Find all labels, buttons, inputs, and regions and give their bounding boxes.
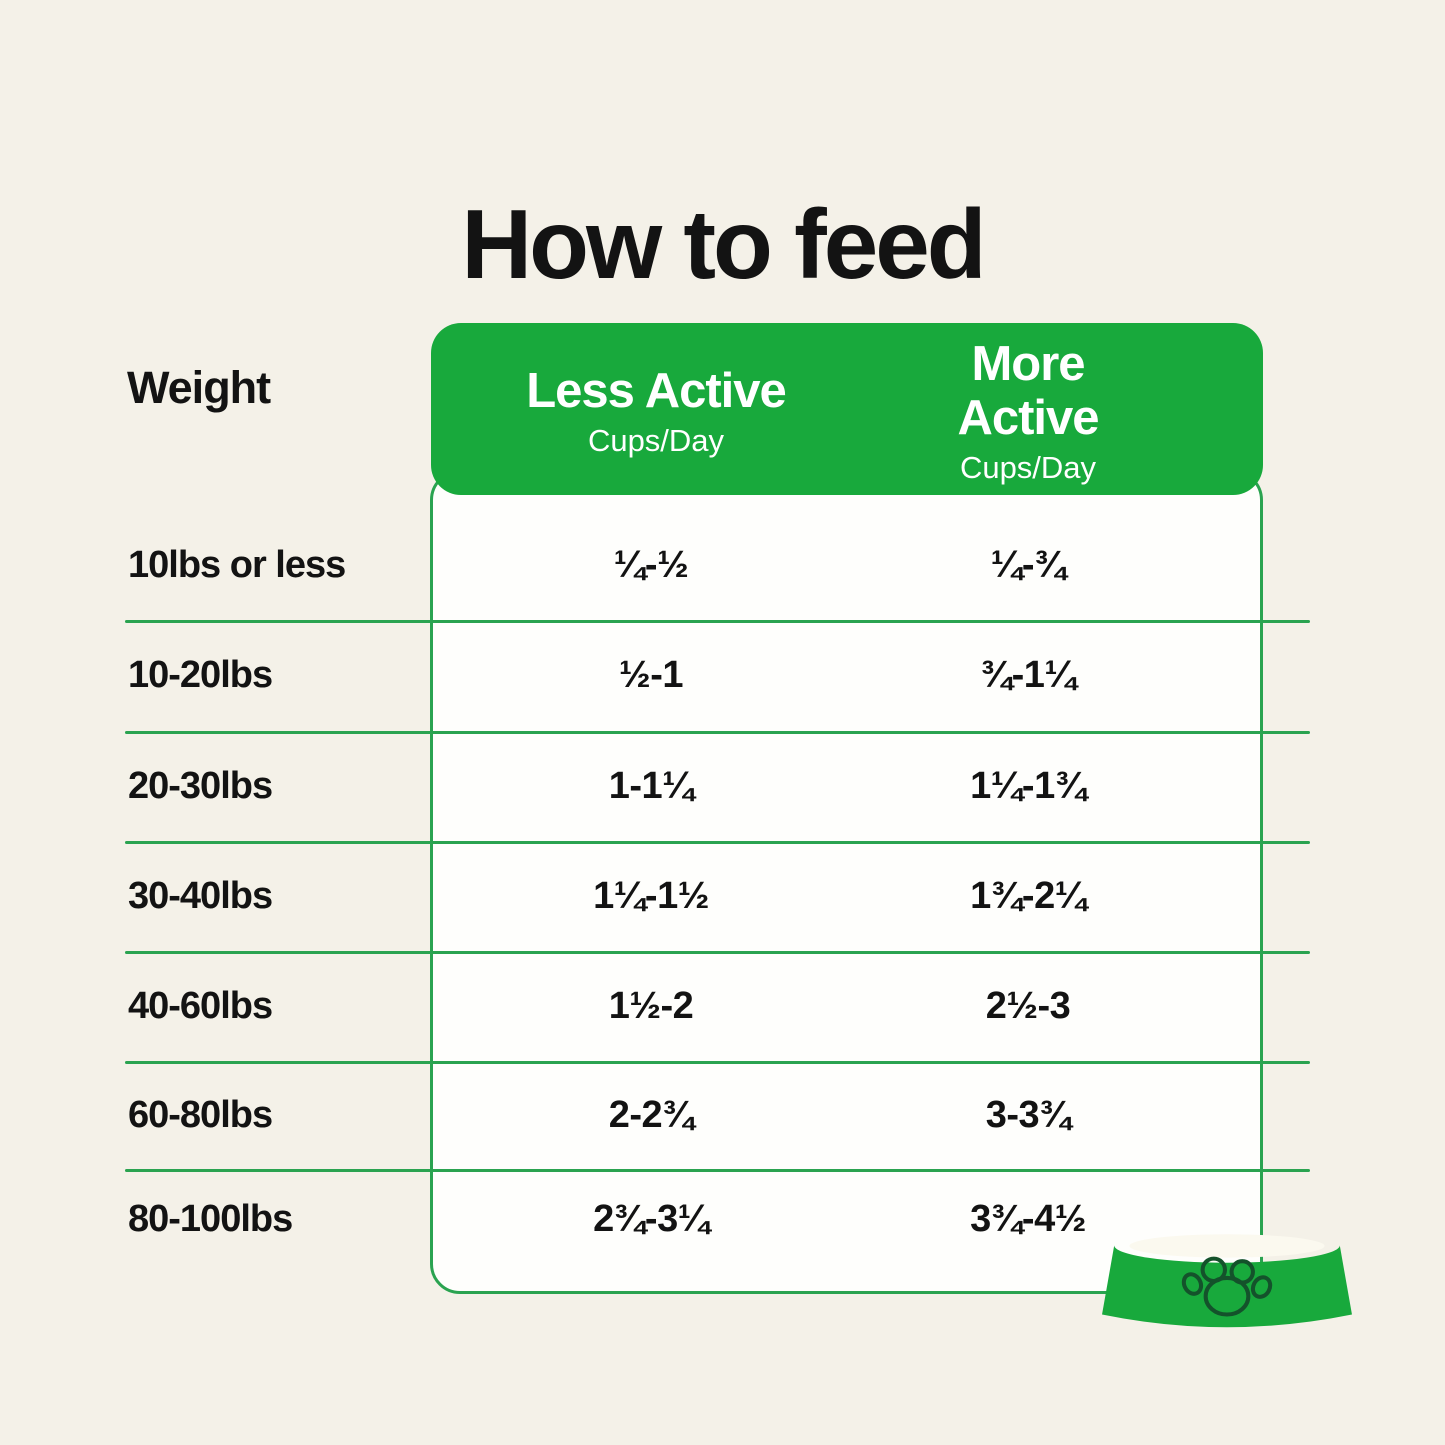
less-active-value: ½-1 [619,654,683,696]
table-row: 60-80lbs 2-2¾ 3-3¾ [125,1061,1310,1169]
weight-label: 10lbs or less [128,544,346,586]
table-row: 10lbs or less ¼-½ ¼-¾ [125,497,1310,620]
more-active-value: 1¼-1¾ [970,764,1086,807]
table-row: 10-20lbs ½-1 ¾-1¼ [125,620,1310,731]
row-divider [125,1061,1310,1064]
more-active-column-header: More Active Cups/Day [911,323,1146,495]
less-active-value: 1½-2 [608,984,694,1027]
more-active-value: 2½-3 [985,984,1071,1027]
row-divider [125,1169,1310,1172]
less-active-value: 2¾-3¼ [593,1197,709,1240]
row-divider [125,620,1310,623]
less-active-value: 1¼-1½ [593,874,709,917]
weight-label: 80-100lbs [128,1197,293,1240]
less-active-value: ¼-½ [613,544,689,586]
less-active-unit: Cups/Day [587,422,725,458]
more-active-value: ¾-1¼ [980,654,1076,696]
dog-bowl-icon [1102,1234,1352,1328]
page-title: How to feed [461,188,986,299]
table-row: 20-30lbs 1-1¼ 1¼-1¾ [125,731,1310,841]
weight-label: 60-80lbs [128,1093,273,1136]
row-divider [125,841,1310,844]
table-header-bar: Less Active Cups/Day More Active Cups/Da… [431,323,1263,495]
weight-label: 20-30lbs [128,764,273,807]
weight-label: 10-20lbs [128,654,273,696]
table-row: 40-60lbs 1½-2 2½-3 [125,951,1310,1061]
feeding-table-body [430,470,1263,1294]
weight-label: 40-60lbs [128,984,273,1027]
row-divider [125,951,1310,954]
less-active-label: Less Active [526,364,787,419]
weight-column-header: Weight [127,362,271,413]
more-active-label: More Active [957,337,1099,445]
paw-print-icon [1181,1256,1273,1317]
table-row: 30-40lbs 1¼-1½ 1¾-2¼ [125,841,1310,951]
less-active-value: 1-1¼ [608,764,694,807]
more-active-value: 1¾-2¼ [970,874,1086,917]
weight-label: 30-40lbs [128,874,273,917]
more-active-unit: Cups/Day [959,449,1097,485]
less-active-value: 2-2¾ [608,1093,694,1136]
table-row: 80-100lbs 2¾-3¼ 3¾-4½ [125,1169,1310,1291]
more-active-value: 3-3¾ [985,1093,1071,1136]
row-divider [125,731,1310,734]
more-active-value: 3¾-4½ [970,1197,1086,1240]
more-active-value: ¼-¾ [990,544,1066,586]
less-active-column-header: Less Active Cups/Day [526,323,787,495]
